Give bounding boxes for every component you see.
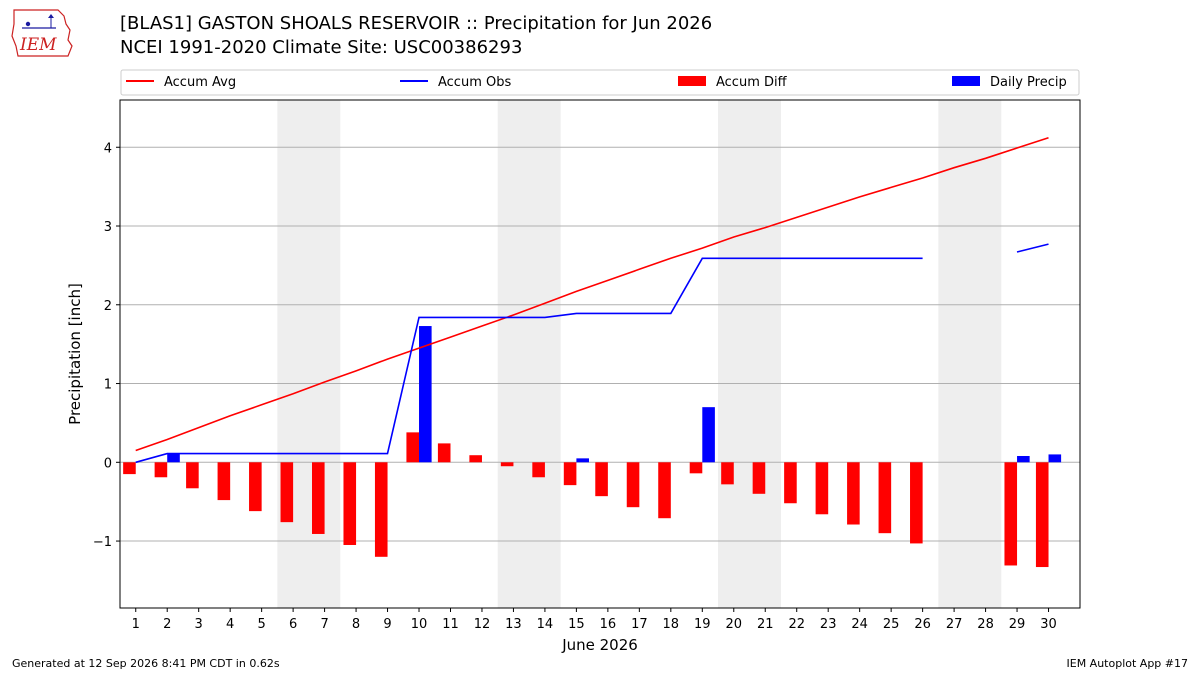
accum-diff-bar: [406, 432, 420, 463]
x-tick-label: 24: [851, 617, 868, 632]
x-tick-label: 16: [600, 617, 617, 632]
accum-diff-bar: [1004, 462, 1018, 566]
x-tick-label: 6: [289, 617, 297, 632]
generated-timestamp: Generated at 12 Sep 2026 8:41 PM CDT in …: [12, 657, 280, 670]
x-tick-label: 14: [537, 617, 554, 632]
x-tick-label: 30: [1040, 617, 1057, 632]
accum-diff-bar: [280, 462, 294, 523]
accum-diff-bar: [123, 462, 136, 475]
daily-precip-bar: [1048, 454, 1062, 463]
weekend-shade: [497, 100, 561, 608]
daily-precip-bar: [1017, 455, 1030, 463]
x-tick-label: 19: [694, 617, 711, 632]
daily-precip-bar: [167, 453, 180, 463]
accum-diff-bar: [500, 462, 514, 467]
daily-precip-bar: [576, 458, 589, 463]
x-tick-label: 7: [320, 617, 328, 632]
weekend-shade: [938, 100, 1002, 608]
x-tick-label: 1: [132, 617, 140, 632]
legend-label: Accum Obs: [438, 75, 511, 90]
plot-frame: [119, 99, 1081, 609]
y-tick-label: 4: [104, 141, 112, 156]
x-tick-label: 21: [757, 617, 774, 632]
chart-title: [BLAS1] GASTON SHOALS RESERVOIR :: Preci…: [120, 13, 713, 34]
x-tick-label: 26: [914, 617, 931, 632]
x-tick-label: 3: [195, 617, 203, 632]
weekend-shade: [718, 100, 781, 608]
x-tick-label: 25: [883, 617, 900, 632]
x-tick-label: 28: [977, 617, 994, 632]
accum-diff-bar: [312, 462, 325, 534]
accum-diff-bar: [154, 462, 168, 478]
accum-diff-bar: [626, 462, 640, 508]
app-label: IEM Autoplot App #17: [1066, 657, 1189, 670]
chart-subtitle: NCEI 1991-2020 Climate Site: USC00386293: [120, 37, 523, 58]
x-tick-label: 5: [257, 617, 265, 632]
x-tick-label: 22: [788, 617, 805, 632]
x-tick-label: 20: [725, 617, 742, 632]
accum-diff-bar: [563, 462, 577, 486]
accum-diff-bar: [217, 462, 231, 501]
x-tick-label: 12: [474, 617, 491, 632]
accum-diff-bar: [721, 462, 734, 485]
x-axis-label: June 2026: [561, 636, 638, 654]
x-tick-label: 29: [1009, 617, 1026, 632]
accum-diff-bar: [186, 462, 199, 489]
iem-logo: IEM: [11, 9, 73, 57]
accum-diff-bar: [595, 462, 608, 497]
y-tick-label: 1: [104, 378, 112, 393]
legend-box: [120, 69, 1080, 96]
accum-diff-bar: [815, 462, 829, 515]
x-tick-label: 4: [226, 617, 234, 632]
legend-label: Daily Precip: [990, 75, 1067, 90]
accum-diff-bar: [658, 462, 671, 519]
x-tick-label: 27: [946, 617, 963, 632]
accum-diff-bar: [752, 462, 766, 494]
x-tick-label: 15: [568, 617, 585, 632]
x-tick-label: 18: [663, 617, 680, 632]
accum-diff-bar: [374, 462, 388, 557]
daily-precip-bar: [702, 407, 715, 463]
accum-diff-bar: [1035, 462, 1049, 568]
accum-diff-bar: [784, 462, 797, 504]
accum-diff-bar: [910, 462, 923, 544]
accum-diff-bar: [343, 462, 357, 545]
x-tick-label: 9: [383, 617, 391, 632]
y-axis-label: Precipitation [inch]: [66, 283, 84, 425]
y-tick-label: −1: [93, 535, 112, 550]
accum-diff-bar: [689, 462, 703, 474]
x-tick-label: 13: [505, 617, 522, 632]
y-tick-label: 0: [104, 456, 112, 471]
accum-obs-line: [1016, 243, 1049, 253]
accum-obs-line: [135, 257, 923, 464]
accum-diff-bar: [847, 462, 860, 525]
x-tick-label: 17: [631, 617, 648, 632]
x-tick-label: 11: [442, 617, 459, 632]
x-tick-label: 8: [352, 617, 360, 632]
weekend-shade: [277, 100, 341, 608]
accum-diff-bar: [532, 462, 545, 478]
accum-avg-line: [135, 137, 1049, 452]
legend-label: Accum Avg: [164, 75, 236, 90]
y-tick-label: 3: [104, 220, 112, 235]
y-tick-label: 2: [104, 299, 112, 314]
legend-label: Accum Diff: [716, 75, 788, 90]
daily-precip-bar: [419, 326, 432, 463]
accum-diff-bar: [437, 443, 451, 463]
x-tick-label: 23: [820, 617, 837, 632]
x-tick-label: 2: [163, 617, 171, 632]
legend-swatch: [952, 76, 980, 86]
legend-swatch: [678, 76, 706, 86]
logo-text: IEM: [19, 35, 57, 55]
accum-diff-bar: [878, 462, 892, 534]
x-tick-label: 10: [411, 617, 428, 632]
accum-diff-bar: [249, 462, 262, 512]
accum-diff-bar: [469, 455, 482, 463]
